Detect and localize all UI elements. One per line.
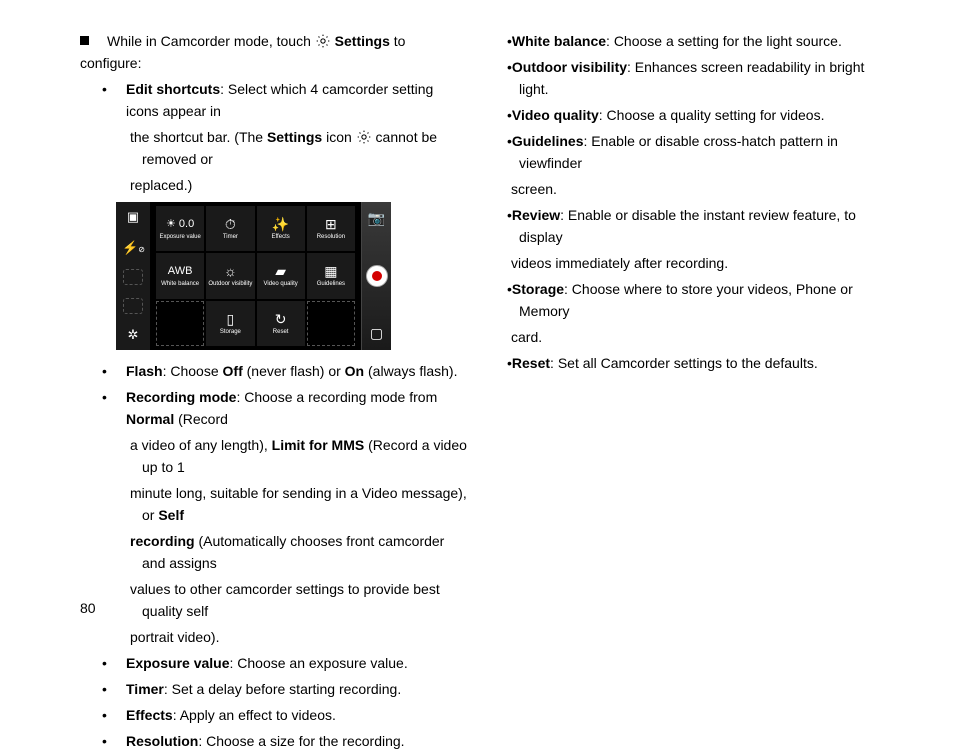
edit-shortcuts-line3: replaced.) [114, 174, 467, 196]
effects-label: Effects [126, 707, 173, 723]
recmode-line5: values to other camcorder settings to pr… [114, 578, 467, 622]
recmode-line6: portrait video). [114, 626, 467, 648]
edit-settings-word: Settings [267, 129, 322, 145]
lead-prefix: While in Camcorder mode, touch [107, 33, 315, 49]
ss-cell-empty [307, 301, 355, 346]
flash-off-icon: ⚡⊘ [122, 239, 144, 257]
recmode-line2: a video of any length), Limit for MMS (R… [114, 434, 467, 478]
gear-icon [315, 33, 331, 49]
item-recmode: •Recording mode: Choose a recording mode… [114, 386, 467, 430]
ss-cell-rs: ↻Reset [257, 301, 305, 346]
item-exposure: •Exposure value: Choose an exposure valu… [114, 652, 467, 674]
gallery-icon: ▢ [370, 325, 383, 342]
reset-label: Reset [512, 355, 550, 371]
item-review: •Review: Enable or disable the instant r… [507, 204, 894, 248]
item-effects: •Effects: Apply an effect to videos. [114, 704, 467, 726]
storage-label: Storage [512, 281, 564, 297]
gear-icon [356, 129, 372, 145]
camera-toggle-icon: 📷 [368, 210, 385, 227]
item-edit-shortcuts: •Edit shortcuts: Select which 4 camcorde… [114, 78, 467, 122]
item-wb: •White balance: Choose a setting for the… [507, 30, 894, 52]
ss-cell-timer: ⏱Timer [206, 206, 254, 251]
recmode-line3: minute long, suitable for sending in a V… [114, 482, 467, 526]
page-number: 80 [80, 600, 96, 616]
outdoor-label: Outdoor visibility [512, 59, 627, 75]
item-guide: •Guidelines: Enable or disable cross-hat… [507, 130, 894, 174]
item-storage: •Storage: Choose where to store your vid… [507, 278, 894, 322]
ss-cell-res: ⊞Resolution [307, 206, 355, 251]
off-slot-icon [123, 298, 143, 314]
item-resolution: •Resolution: Choose a size for the recor… [114, 730, 467, 752]
item-vq: •Video quality: Choose a quality setting… [507, 104, 894, 126]
edit-shortcuts-line2: the shortcut bar. (The Settings icon can… [114, 126, 467, 170]
ss-cell-wb: AWBWhite balance [156, 253, 204, 298]
right-column: •White balance: Choose a setting for the… [507, 30, 894, 756]
ss-cell-vq: ▰Video quality [257, 253, 305, 298]
gear-icon: ✲ [122, 326, 144, 344]
ss-cell-effects: ✨Effects [257, 206, 305, 251]
ss-rightbar: 📷 ▢ [361, 202, 391, 350]
ss-cell-ov: ☼Outdoor visibility [206, 253, 254, 298]
item-reset: •Reset: Set all Camcorder settings to th… [507, 352, 894, 374]
recmode-line4: recording (Automatically chooses front c… [114, 530, 467, 574]
resolution-label: Resolution [126, 733, 198, 749]
off-slot-icon [123, 269, 143, 285]
ss-cell-gl: ▦Guidelines [307, 253, 355, 298]
storage-line2: card. [507, 326, 894, 348]
lead-line: While in Camcorder mode, touch Settings … [80, 30, 467, 74]
ss-cell-ev: ☀ 0.0Exposure value [156, 206, 204, 251]
ss-cell-st: ▯Storage [206, 301, 254, 346]
exposure-label: Exposure value [126, 655, 230, 671]
item-flash: •Flash: Choose Off (never flash) or On (… [114, 360, 467, 382]
left-column: While in Camcorder mode, touch Settings … [80, 30, 467, 756]
item-outdoor: •Outdoor visibility: Enhances screen rea… [507, 56, 894, 100]
review-line2: videos immediately after recording. [507, 252, 894, 274]
record-button-icon [366, 265, 388, 287]
item-timer: •Timer: Set a delay before starting reco… [114, 678, 467, 700]
guide-label: Guidelines [512, 133, 584, 149]
embedded-screenshot: ▣ ⚡⊘ ✲ ☀ 0.0Exposure value ⏱Timer ✨Effec… [116, 202, 391, 350]
wb-label: White balance [512, 33, 606, 49]
ss-grid: ☀ 0.0Exposure value ⏱Timer ✨Effects ⊞Res… [150, 202, 361, 350]
recmode-label: Recording mode [126, 389, 236, 405]
square-bullet-icon [80, 36, 89, 45]
flash-label: Flash [126, 363, 163, 379]
ss-leftbar: ▣ ⚡⊘ ✲ [116, 202, 150, 350]
ss-cell-empty [156, 301, 204, 346]
timer-label: Timer [126, 681, 164, 697]
vq-label: Video quality [512, 107, 599, 123]
camcorder-icon: ▣ [122, 208, 144, 226]
review-label: Review [512, 207, 560, 223]
edit-shortcuts-label: Edit shortcuts [126, 81, 220, 97]
lead-settings-word: Settings [335, 33, 390, 49]
guide-line2: screen. [507, 178, 894, 200]
